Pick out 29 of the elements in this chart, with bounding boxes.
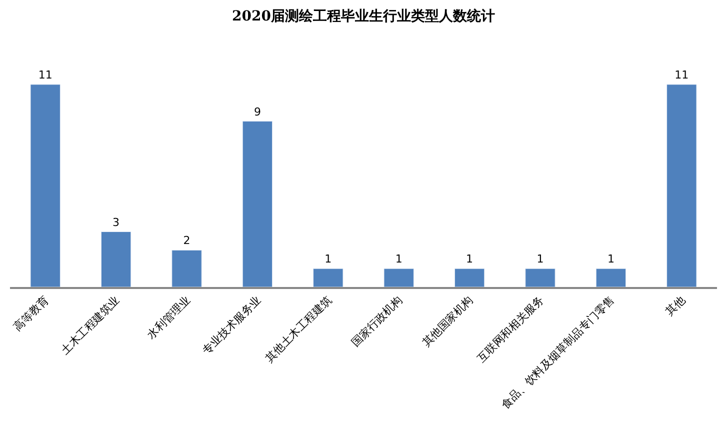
data-label: 1 [324, 252, 332, 266]
data-label: 2 [183, 234, 190, 248]
x-tick-label: 水利管理业 [144, 294, 193, 342]
bar [100, 232, 132, 287]
bar [242, 121, 273, 287]
data-label: 1 [466, 252, 474, 266]
data-label: 9 [254, 105, 261, 118]
data-label: 3 [112, 216, 120, 229]
x-tick-label: 高等教育 [11, 294, 52, 334]
bar [384, 268, 414, 287]
x-tick-label: 其他国家机构 [420, 294, 476, 350]
bar [172, 250, 202, 287]
bar [313, 268, 344, 287]
data-label: 1 [536, 252, 544, 266]
bar [666, 84, 697, 287]
x-tick-label: 国家行政机构 [349, 294, 405, 350]
x-tick-label: 其他土木工程建筑 [262, 294, 334, 365]
data-label: 11 [38, 68, 52, 82]
x-tick-label: 专业技术服务业 [200, 294, 264, 358]
chart-title: 2020届测绘工程毕业生行业类型人数统计 [232, 7, 495, 24]
bar [596, 268, 626, 287]
bar [30, 84, 60, 287]
x-tick-label: 土木工程建筑业 [58, 294, 122, 358]
data-label: 1 [395, 252, 402, 266]
data-label: 11 [674, 68, 689, 82]
bar [525, 268, 556, 287]
data-label: 1 [607, 252, 614, 266]
x-tick-label: 其他 [662, 294, 688, 318]
bar [454, 268, 485, 287]
